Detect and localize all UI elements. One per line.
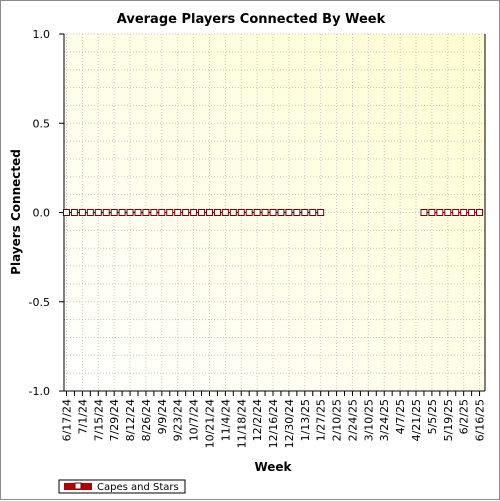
y-tick-label: -1.0 [29,385,50,398]
data-point [444,209,452,216]
x-tick-label: 12/30/24 [283,399,296,448]
data-point [245,209,253,216]
x-tick-label: 6/2/25 [458,399,471,434]
x-tick-label: 6/16/25 [474,399,487,441]
x-tick-label: 6/17/24 [61,399,74,441]
data-point [420,209,428,216]
x-tick-label: 12/2/24 [251,399,264,441]
x-tick-label: 3/24/25 [378,399,391,441]
x-tick-label: 9/9/24 [156,399,169,434]
data-point [94,209,102,216]
x-tick-label: 10/7/24 [188,399,201,441]
y-tick-label: 0.5 [33,117,51,130]
data-point [102,209,110,216]
chart-title: Average Players Connected By Week [117,12,386,27]
data-point [277,209,285,216]
data-point [436,209,444,216]
x-tick-label: 1/27/25 [315,399,328,441]
grid [64,33,485,392]
data-point [237,209,245,216]
data-point [317,209,325,216]
data-point [86,209,94,216]
x-tick-label: 7/1/24 [76,399,89,434]
data-point [174,209,182,216]
data-point [213,209,221,216]
x-tick-label: 5/19/25 [442,399,455,441]
x-tick-label: 1/13/25 [299,399,312,441]
data-point [63,209,70,216]
data-point [229,209,237,216]
x-tick-label: 12/16/24 [267,399,280,448]
data-point [158,209,166,216]
x-tick-label: 2/10/25 [331,399,344,441]
series-capes-and-stars [63,209,484,216]
data-point [118,209,126,216]
x-tick-label: 8/26/24 [140,399,153,441]
data-point [285,209,293,216]
x-tick-label: 9/23/24 [172,399,185,441]
data-point [269,209,277,216]
x-tick-label: 7/15/24 [92,399,105,441]
data-point [190,209,198,216]
x-tick-label: 8/12/24 [124,399,137,441]
data-point [166,209,174,216]
x-tick-label: 3/10/25 [362,399,375,441]
legend: Capes and Stars [58,479,186,494]
x-axis-title: Week [254,460,292,474]
data-point [126,209,134,216]
y-tick-label: 1.0 [33,28,51,41]
x-tick-label: 4/21/25 [410,399,423,441]
x-tick-label: 11/4/24 [219,399,232,441]
data-point [78,209,86,216]
data-point [205,209,213,216]
data-point [452,209,460,216]
y-axis-title: Players Connected [9,149,23,275]
data-point [293,209,301,216]
y-tick-labels: 1.0 0.5 0.0 -0.5 -1.0 [29,28,50,398]
x-tick-label: 2/24/25 [346,399,359,441]
data-point [253,209,261,216]
x-tick-labels: 6/17/24 7/1/24 7/15/24 7/29/24 8/12/24 8/26/2… [61,399,487,448]
x-tick-label: 4/7/25 [394,399,407,434]
axes [59,33,486,396]
data-point [221,209,229,216]
x-tick-label: 5/5/25 [426,399,439,434]
data-point [150,209,158,216]
data-point [301,209,309,216]
data-point [110,209,118,216]
data-point [428,209,436,216]
data-point [309,209,317,216]
y-tick-label: -0.5 [29,296,50,309]
x-tick-label: 7/29/24 [108,399,121,441]
data-point [182,209,190,216]
data-point [476,209,484,216]
x-tick-label: 10/21/24 [203,399,216,448]
legend-marker [74,482,82,490]
data-point [198,209,206,216]
data-point [134,209,142,216]
data-point [70,209,78,216]
data-point [460,209,468,216]
data-point [468,209,476,216]
y-tick-label: 0.0 [33,207,51,220]
data-point [142,209,150,216]
data-point [261,209,269,216]
x-tick-label: 11/18/24 [235,399,248,448]
legend-label: Capes and Stars [97,482,179,493]
